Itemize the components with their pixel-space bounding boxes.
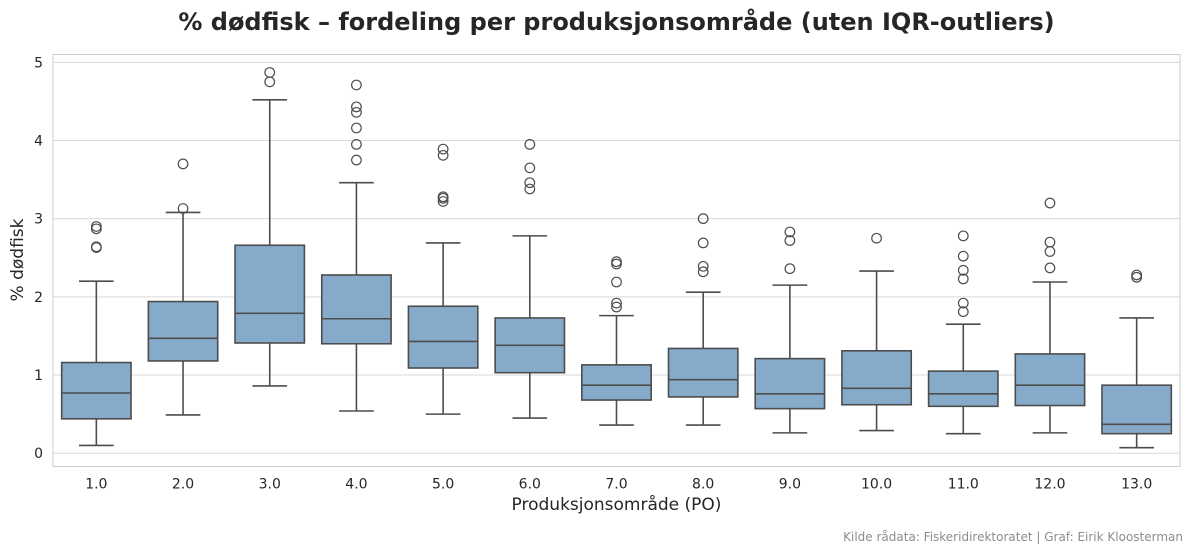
box-group (927, 230, 999, 435)
chart-title: % dødfisk – fordeling per produksjonsomr… (178, 8, 1055, 36)
outlier-point (90, 221, 102, 232)
outlier-point (957, 297, 969, 309)
outlier-point (1044, 197, 1056, 209)
box-group (407, 143, 479, 415)
y-tick-label: 5 (34, 55, 43, 71)
y-tick-label: 0 (34, 446, 43, 462)
x-tick-label: 4.0 (345, 477, 367, 493)
outlier-point (264, 76, 276, 88)
iqr-box (1014, 353, 1086, 407)
outlier-point (351, 79, 362, 91)
box-group (494, 139, 566, 419)
outlier-point (957, 250, 969, 262)
iqr-box (407, 305, 479, 369)
plot-frame (52, 54, 1181, 467)
outlier-point (697, 266, 709, 278)
outlier-point (871, 232, 882, 244)
x-tick-label: 6.0 (519, 477, 541, 493)
outlier-point (611, 258, 622, 270)
boxes (60, 67, 1173, 449)
iqr-box (841, 349, 913, 406)
outlier-point (611, 301, 622, 313)
outlier-point (957, 264, 969, 276)
outlier-point (351, 139, 362, 150)
outlier-point (90, 241, 102, 253)
x-tick-label: 5.0 (432, 477, 454, 493)
outlier-point (611, 297, 622, 309)
x-tick-label: 7.0 (605, 477, 627, 493)
outlier-point (524, 162, 536, 174)
box-group (841, 232, 913, 432)
iqr-box (60, 361, 132, 420)
outlier-point (957, 273, 969, 285)
iqr-box (754, 357, 826, 410)
outlier-point (524, 183, 536, 195)
outlier-point (611, 256, 622, 268)
outlier-point (264, 67, 276, 78)
box-group (754, 226, 826, 434)
box-group (1101, 269, 1173, 449)
outlier-point (957, 306, 969, 318)
outlier-point (1131, 271, 1143, 283)
outlier-point (784, 235, 796, 246)
x-axis-label: Produksjonsområde (PO) (511, 495, 722, 515)
outlier-point (957, 230, 969, 242)
outlier-point (177, 203, 189, 214)
outlier-point (437, 149, 449, 161)
y-axis-label: % dødfisk (8, 218, 28, 302)
x-tick-label: 9.0 (779, 477, 801, 493)
outlier-point (351, 106, 362, 118)
iqr-box (234, 244, 306, 344)
box-group (1014, 197, 1086, 434)
x-tick-label: 8.0 (692, 477, 714, 493)
outlier-point (90, 223, 102, 235)
box-group (581, 256, 652, 426)
box-group (60, 221, 132, 447)
x-tick-label: 3.0 (259, 477, 281, 493)
outlier-point (1044, 236, 1056, 248)
outlier-point (1044, 262, 1056, 274)
x-tick-label: 11.0 (948, 477, 979, 493)
iqr-box (581, 364, 652, 401)
box-group (667, 213, 739, 426)
outlier-point (784, 263, 796, 275)
outlier-point (697, 260, 709, 272)
x-tick-label: 10.0 (861, 477, 892, 493)
iqr-box (1101, 384, 1173, 435)
y-tick-label: 3 (34, 212, 43, 228)
outlier-point (437, 196, 449, 207)
y-tick-label: 2 (34, 290, 43, 306)
y-tick-labels: 0 1 2 3 4 5 (34, 55, 43, 462)
outlier-point (697, 237, 709, 249)
outlier-point (351, 154, 362, 166)
iqr-box (147, 300, 219, 362)
outlier-point (784, 226, 796, 238)
x-tick-labels: 1.0 2.0 3.0 4.0 5.0 6.0 7.0 8.0 9.0 10.0 11.0 12.0 1… (85, 477, 1152, 493)
box-group (234, 67, 306, 387)
x-tick-label: 12.0 (1034, 477, 1065, 493)
outlier-point (697, 213, 709, 225)
outlier-point (437, 143, 449, 155)
outlier-point (437, 191, 449, 203)
x-tick-label: 13.0 (1121, 477, 1152, 493)
outlier-point (1044, 246, 1056, 257)
box-group (147, 158, 219, 416)
source-note: Kilde rådata: Fiskeridirektoratet | Graf… (843, 530, 1183, 544)
outlier-point (524, 139, 536, 150)
outlier-point (611, 276, 622, 288)
x-tick-label: 1.0 (85, 477, 107, 493)
outlier-point (1131, 269, 1143, 281)
outlier-point (351, 122, 362, 134)
x-tick-label: 2.0 (172, 477, 194, 493)
iqr-box (320, 274, 392, 345)
iqr-box (927, 370, 999, 408)
outlier-point (351, 101, 362, 113)
outlier-point (177, 158, 189, 170)
outlier-point (524, 177, 536, 189)
y-tick-label: 4 (34, 133, 43, 149)
box-group (320, 79, 392, 412)
iqr-box (667, 347, 739, 398)
y-tick-label: 1 (34, 368, 43, 384)
